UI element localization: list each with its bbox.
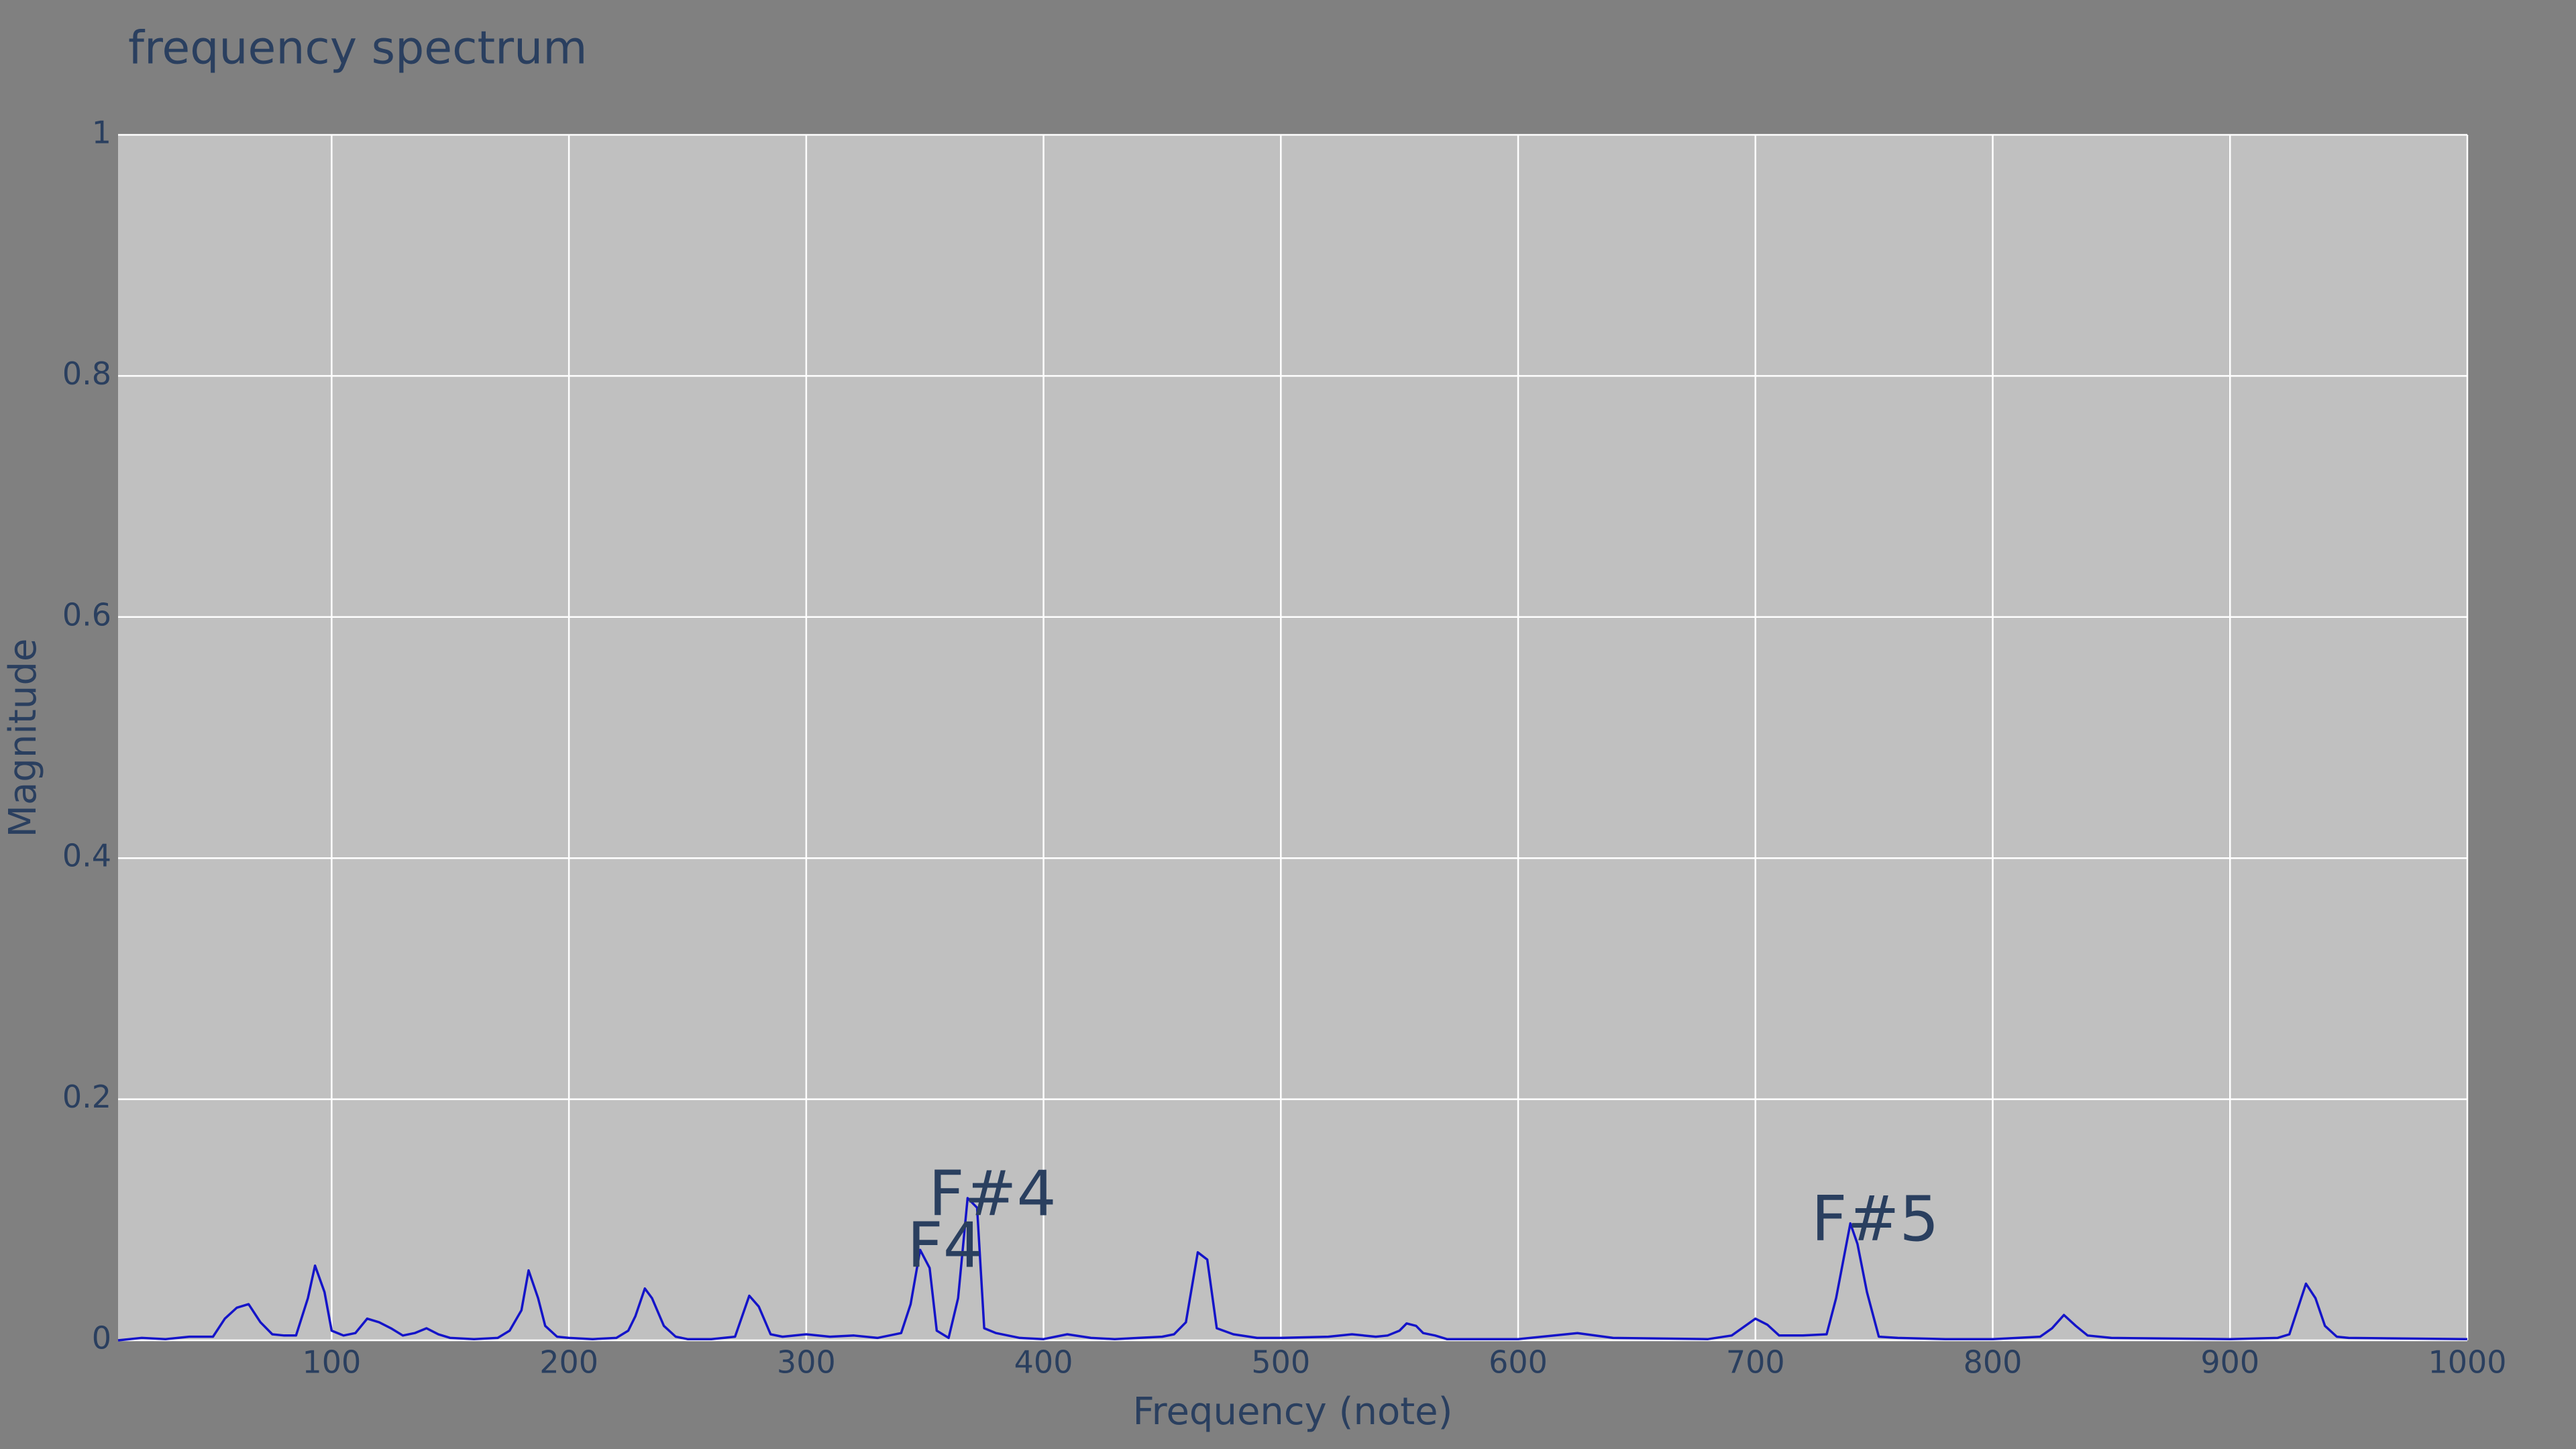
x-axis-title: Frequency (note) xyxy=(1133,1390,1453,1434)
y-tick-label: 0.4 xyxy=(62,838,111,874)
annotation: F#5 xyxy=(1811,1183,1939,1255)
x-tick-label: 700 xyxy=(1726,1344,1785,1381)
y-tick-label: 0.2 xyxy=(62,1079,111,1115)
chart-title: frequency spectrum xyxy=(128,22,587,75)
x-tick-label: 600 xyxy=(1489,1344,1548,1381)
x-tick-label: 1000 xyxy=(2428,1344,2506,1381)
y-tick-label: 1 xyxy=(92,115,111,151)
annotation: F#4 xyxy=(928,1157,1057,1230)
x-tick-label: 200 xyxy=(539,1344,598,1381)
y-tick-label: 0 xyxy=(92,1320,111,1356)
y-tick-label: 0.6 xyxy=(62,596,111,633)
line xyxy=(117,1197,2468,1342)
y-tick-label: 0.8 xyxy=(62,356,111,392)
y-axis-title: Magnitude xyxy=(1,639,45,838)
x-tick-label: 800 xyxy=(1964,1344,2023,1381)
x-tick-label: 400 xyxy=(1014,1344,1073,1381)
x-tick-label: 500 xyxy=(1251,1344,1310,1381)
annotation: F4 xyxy=(907,1210,983,1282)
x-tick-label: 100 xyxy=(302,1344,361,1381)
plot-area xyxy=(118,135,2467,1340)
x-tick-label: 900 xyxy=(2200,1344,2259,1381)
x-tick-label: 300 xyxy=(777,1344,836,1381)
